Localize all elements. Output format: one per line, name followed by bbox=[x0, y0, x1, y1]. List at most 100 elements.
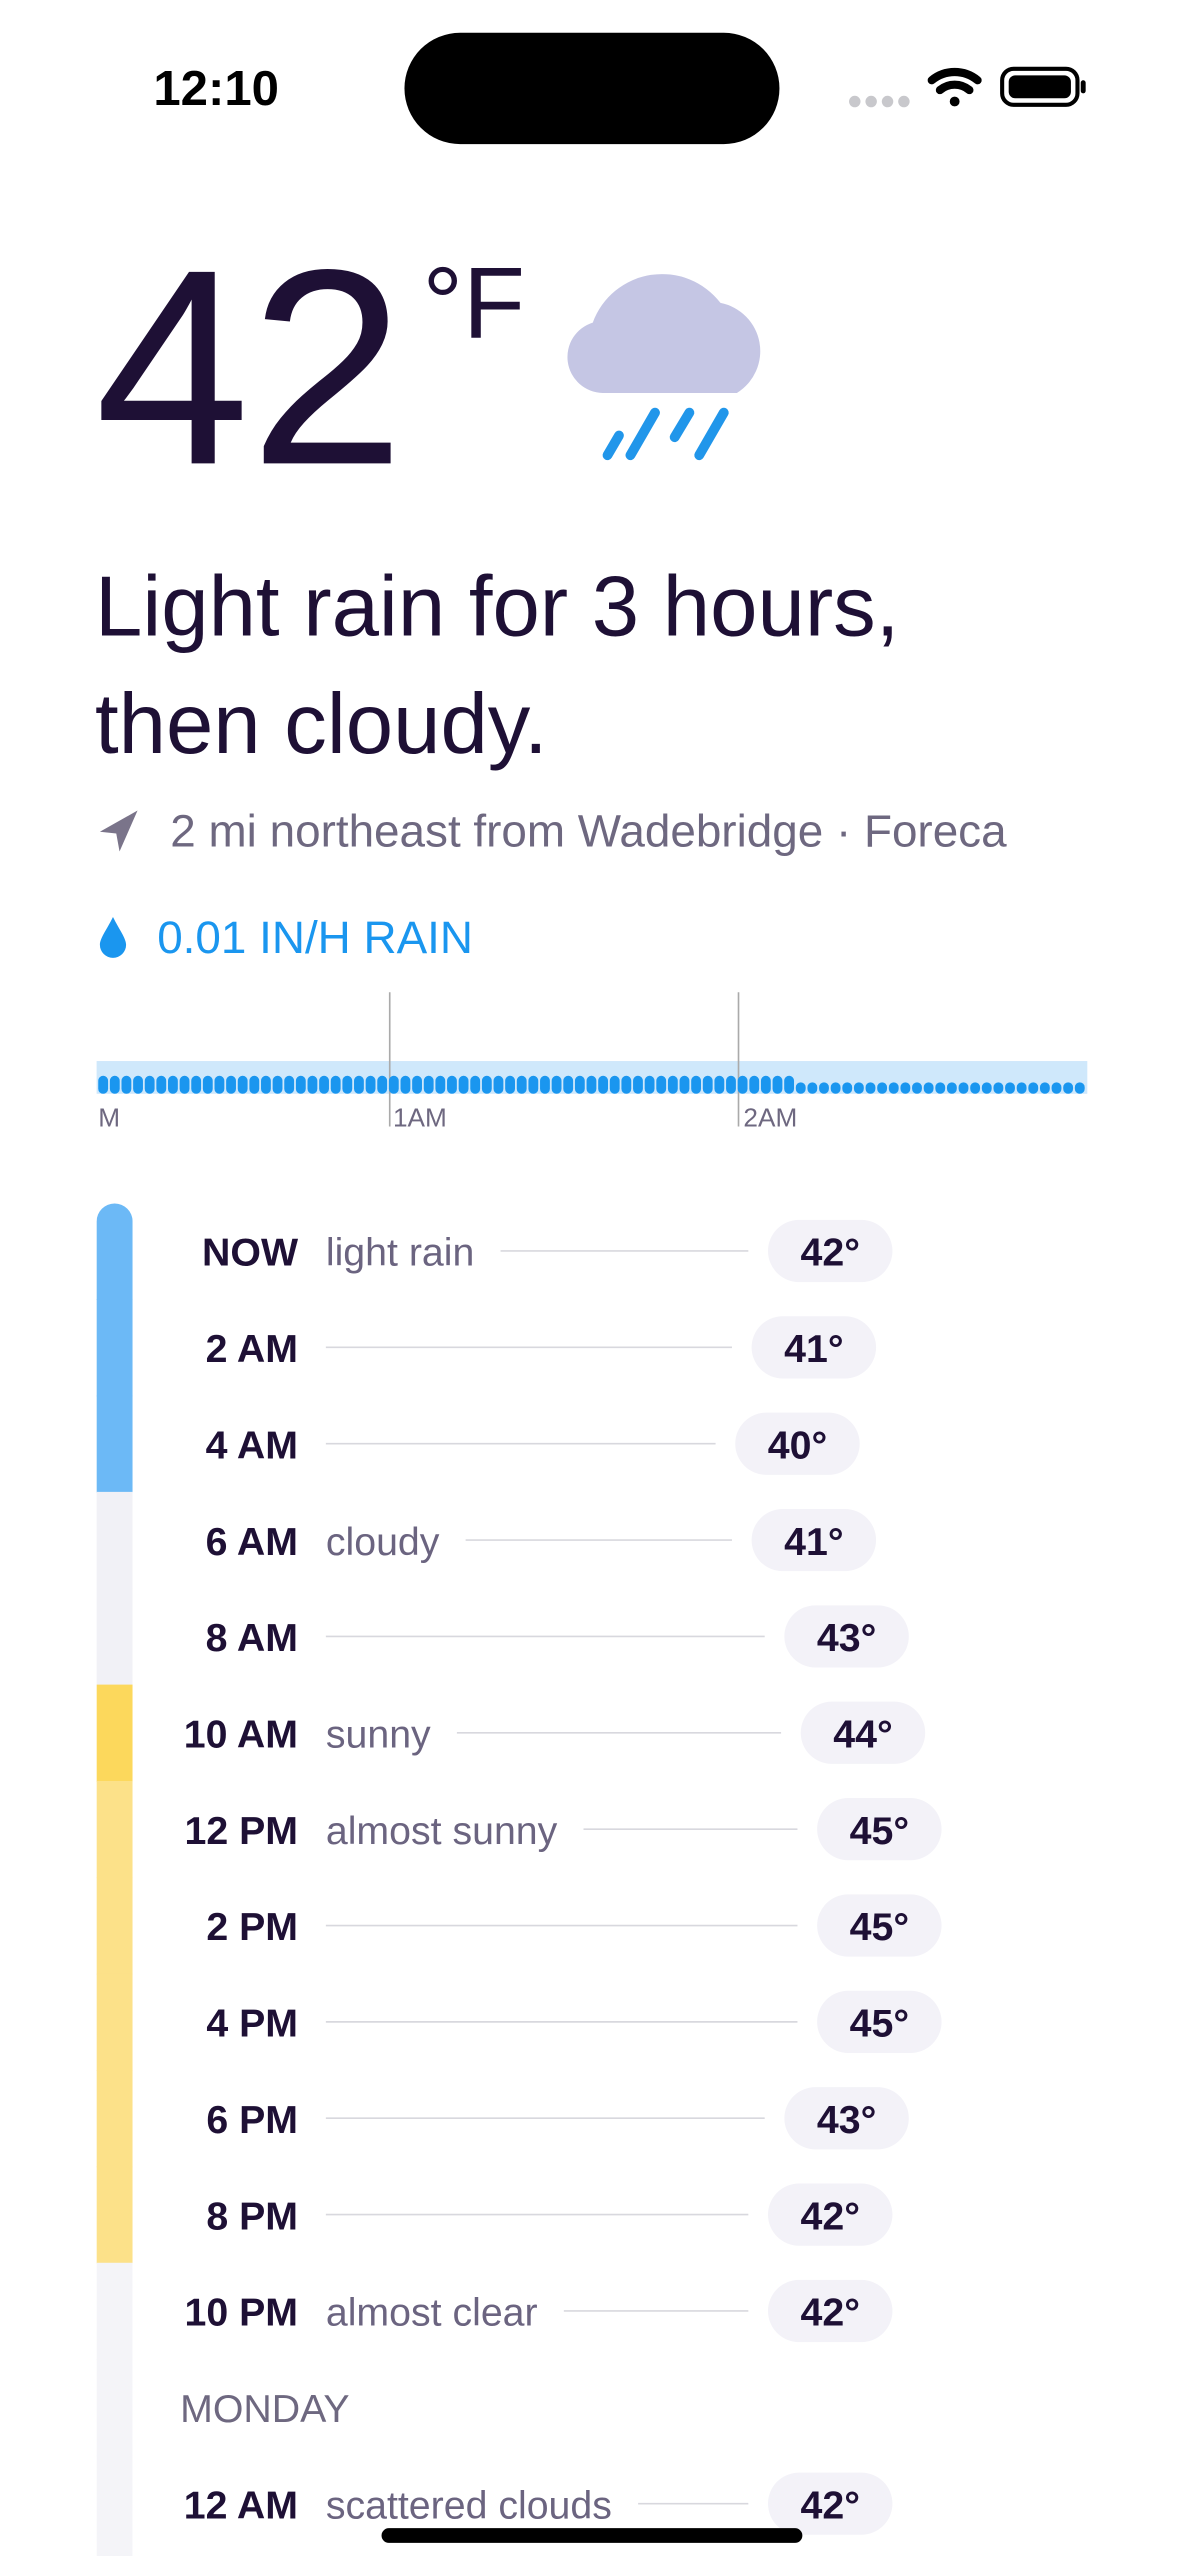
condition-segment bbox=[96, 1684, 133, 1782]
battery-icon bbox=[1000, 66, 1086, 107]
precipitation-bar bbox=[551, 1075, 562, 1094]
precipitation-bar bbox=[795, 1082, 806, 1094]
precipitation-bar bbox=[574, 1075, 585, 1094]
temp-pill bbox=[817, 1894, 942, 1957]
timeline-label: M bbox=[98, 1103, 120, 1133]
precipitation-bar bbox=[528, 1075, 539, 1094]
precipitation-bar bbox=[621, 1075, 632, 1094]
condition-segment bbox=[96, 1299, 133, 1397]
precipitation-bar bbox=[842, 1082, 853, 1094]
temp-pill bbox=[817, 1798, 942, 1861]
precipitation-bar bbox=[958, 1082, 969, 1094]
precipitation-bar bbox=[633, 1075, 643, 1094]
precipitation-bar bbox=[191, 1075, 202, 1094]
temp-label: 42° bbox=[801, 2291, 860, 2335]
precipitation-bar bbox=[365, 1075, 376, 1094]
precipitation-bar bbox=[993, 1082, 1004, 1094]
precipitation-bar bbox=[563, 1075, 574, 1094]
hour-label: 8 AM bbox=[206, 1616, 298, 1660]
precipitation-bar bbox=[784, 1075, 795, 1094]
precipitation-bar bbox=[330, 1075, 341, 1094]
hour-label: 2 AM bbox=[206, 1327, 298, 1371]
location-icon bbox=[99, 810, 138, 852]
precipitation-bar bbox=[970, 1082, 981, 1094]
precipitation-bar bbox=[702, 1075, 713, 1094]
precipitation-bar bbox=[237, 1075, 248, 1094]
precipitation-bar bbox=[981, 1082, 992, 1094]
precipitation-bar bbox=[656, 1075, 667, 1094]
temp-pill bbox=[800, 1701, 926, 1764]
signal-icon bbox=[849, 95, 910, 108]
precipitation-bar bbox=[946, 1082, 957, 1094]
condition-label: sunny bbox=[326, 1713, 431, 1757]
condition-segment bbox=[96, 1877, 133, 1975]
temp-label: 42° bbox=[801, 2194, 860, 2238]
temp-label: 45° bbox=[850, 1905, 909, 1949]
precipitation-bar bbox=[586, 1075, 597, 1094]
timeline-label: 1AM bbox=[393, 1103, 447, 1133]
temperature-unit: °F bbox=[422, 245, 525, 359]
precipitation-bar bbox=[156, 1075, 167, 1094]
precipitation-bar bbox=[307, 1075, 318, 1094]
current-temperature: 42 bbox=[95, 211, 405, 522]
precipitation-bar bbox=[726, 1075, 736, 1094]
hour-label: 6 AM bbox=[206, 1520, 298, 1564]
hour-label: 6 PM bbox=[206, 2098, 298, 2142]
precipitation-bar bbox=[830, 1082, 841, 1094]
condition-segment bbox=[96, 1973, 133, 2071]
precipitation-bar bbox=[691, 1075, 702, 1094]
temp-pill bbox=[751, 1508, 877, 1572]
temp-pill bbox=[767, 1219, 893, 1283]
dynamic-island bbox=[404, 32, 780, 145]
precipitation-bar bbox=[377, 1075, 388, 1094]
condition-segment bbox=[96, 1395, 133, 1493]
precipitation-bar bbox=[609, 1075, 620, 1094]
precipitation-bar bbox=[598, 1075, 609, 1094]
precipitation-bar bbox=[865, 1082, 876, 1094]
condition-label: scattered clouds bbox=[326, 2483, 612, 2527]
precipitation-bar bbox=[179, 1075, 190, 1094]
precipitation-bar bbox=[935, 1082, 946, 1094]
precipitation-bar bbox=[458, 1075, 469, 1094]
temp-label: 42° bbox=[801, 1231, 860, 1275]
location-text: 2 mi northeast from Wadebridge · Foreca bbox=[170, 806, 1007, 857]
precipitation-bar bbox=[714, 1075, 725, 1094]
rain-drop-icon bbox=[99, 916, 127, 958]
precipitation-bar bbox=[505, 1075, 515, 1094]
precipitation-bar bbox=[1074, 1082, 1085, 1094]
condition-segment bbox=[96, 2359, 133, 2457]
precipitation-bar bbox=[121, 1075, 132, 1094]
home-indicator bbox=[381, 2528, 803, 2543]
precipitation-bar bbox=[912, 1082, 922, 1094]
temp-pill bbox=[784, 2087, 909, 2150]
temp-label: 41° bbox=[784, 1327, 843, 1371]
summary-line: Light rain for 3 hours, bbox=[95, 559, 899, 654]
day-heading: MONDAY bbox=[180, 2387, 350, 2431]
temp-label: 42° bbox=[801, 2483, 860, 2527]
precipitation-bar bbox=[295, 1075, 306, 1094]
hourly-list: NOW light rain 42° 2 AM 41° 4 AM 40° 6 AM cloudy… bbox=[180, 1219, 942, 2535]
condition-segment bbox=[96, 1588, 133, 1686]
temp-pill bbox=[767, 2472, 893, 2535]
condition-label: almost clear bbox=[326, 2291, 538, 2335]
temp-pill bbox=[817, 1990, 942, 2053]
precipitation-bar bbox=[202, 1075, 213, 1094]
precipitation-bar bbox=[667, 1075, 678, 1094]
condition-segment bbox=[96, 2070, 133, 2168]
precipitation-bar bbox=[737, 1075, 748, 1094]
precipitation-bar bbox=[388, 1075, 399, 1094]
condition-label: almost sunny bbox=[326, 1809, 558, 1853]
precipitation-bar bbox=[1039, 1082, 1050, 1094]
precipitation-bar bbox=[400, 1075, 411, 1094]
precipitation-bar bbox=[447, 1075, 457, 1094]
hour-label: 2 PM bbox=[206, 1905, 298, 1949]
condition-label: light rain bbox=[326, 1231, 474, 1275]
precipitation-bar bbox=[98, 1075, 109, 1094]
precipitation-bar bbox=[516, 1075, 527, 1094]
precipitation-bar bbox=[1028, 1082, 1039, 1094]
precipitation-bar bbox=[1016, 1082, 1027, 1094]
precipitation-bar bbox=[679, 1075, 690, 1094]
precipitation-bar bbox=[877, 1082, 888, 1094]
condition-bar bbox=[96, 1203, 133, 2556]
